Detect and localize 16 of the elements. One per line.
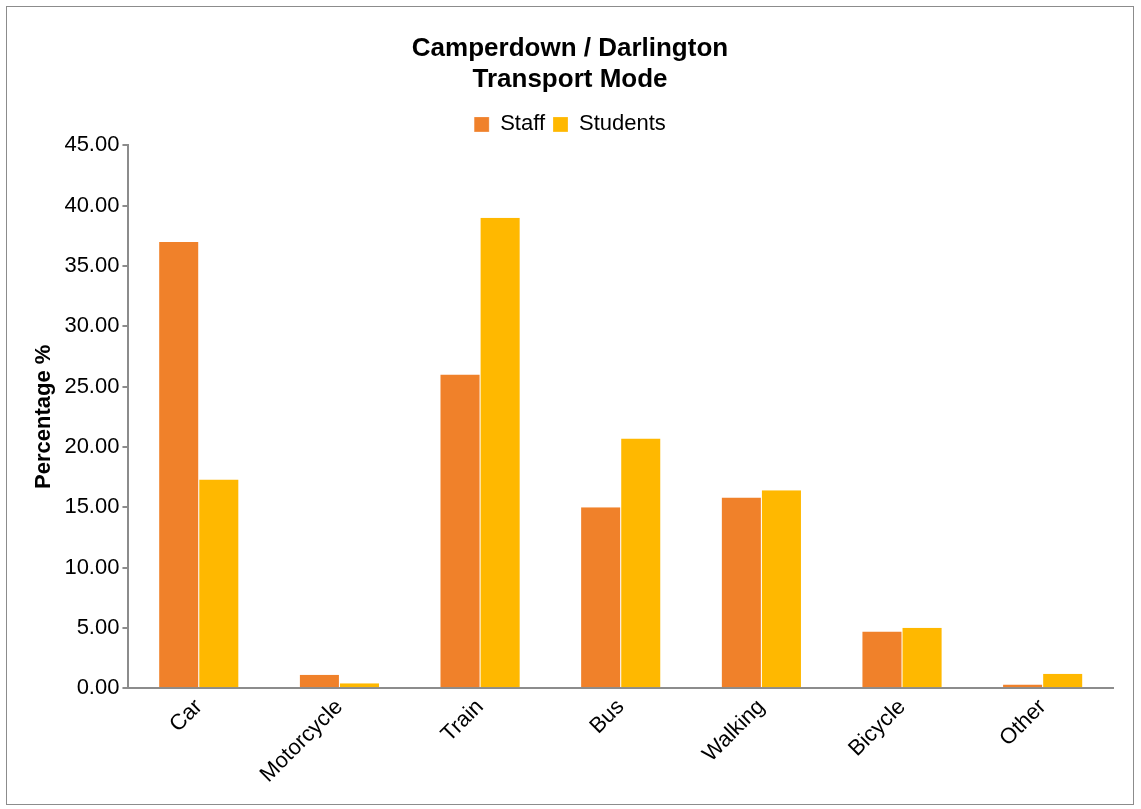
- y-tick-label: 20.00: [64, 432, 120, 458]
- chart-title: Camperdown / Darlington Transport Mode: [411, 31, 729, 93]
- legend-label: Staff: [500, 110, 546, 136]
- x-tick-label: Bus: [584, 693, 629, 739]
- y-tick-label: 5.00: [76, 613, 120, 639]
- y-tick-label: 35.00: [64, 252, 120, 278]
- y-tick-label: 40.00: [64, 191, 120, 217]
- x-tick-label: Car: [163, 693, 207, 737]
- y-tick-label: 15.00: [64, 493, 120, 519]
- y-tick-label: 10.00: [64, 553, 120, 579]
- y-tick-label: 0.00: [76, 674, 120, 700]
- y-tick-label: 45.00: [64, 131, 120, 157]
- y-axis-title: Percentage %: [30, 344, 56, 489]
- y-tick-label: 25.00: [64, 372, 120, 398]
- y-tick-label: 30.00: [64, 312, 120, 338]
- legend-label: Students: [579, 110, 666, 136]
